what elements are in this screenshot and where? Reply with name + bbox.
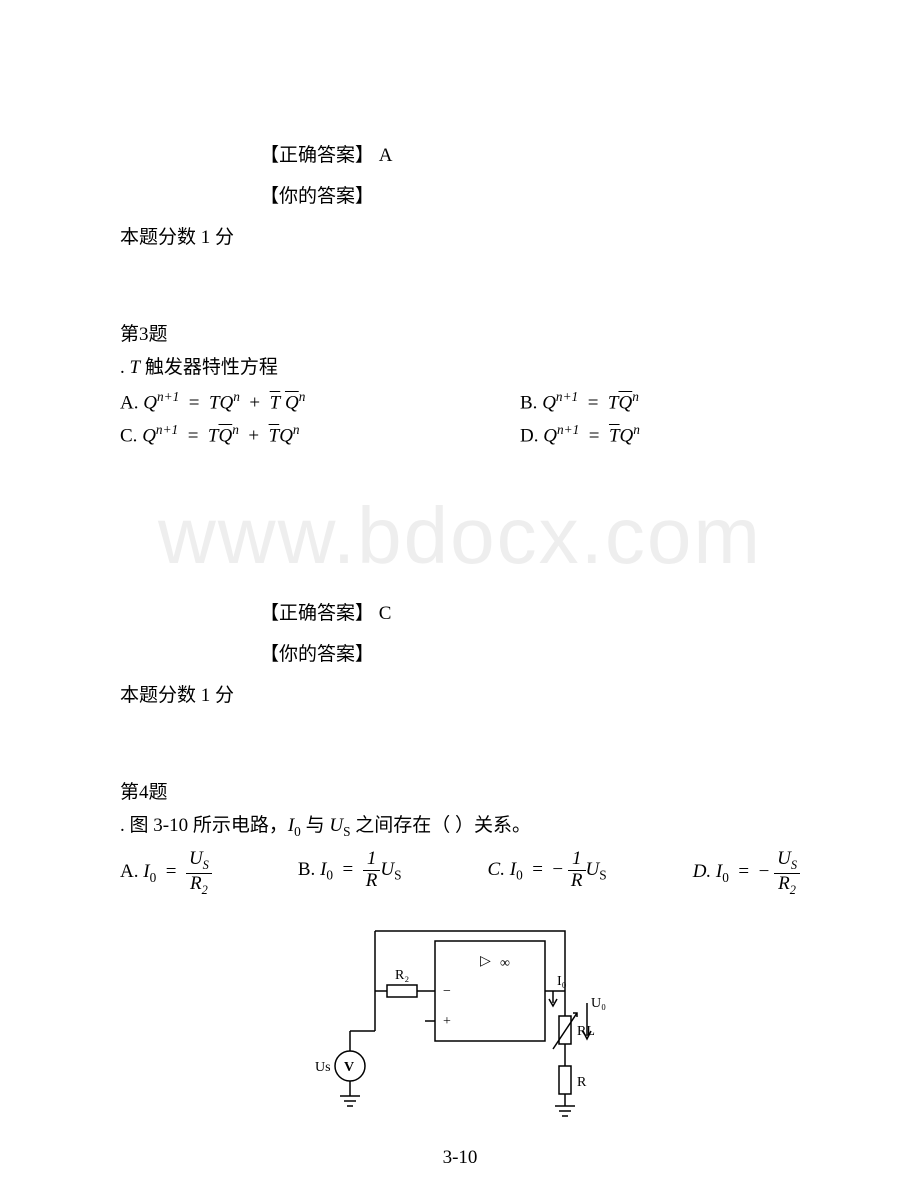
q3-score-line: 本题分数 1 分 — [120, 680, 800, 707]
correct-answer-value: C — [379, 603, 392, 624]
q3-option-a: A. Qn+1 = TQn + T Qn — [120, 389, 400, 414]
label-inf: ∞ — [500, 956, 510, 971]
option-label: B. — [520, 392, 537, 413]
q4-option-a: A. I0 = USR2 — [120, 849, 212, 897]
label-v: V — [344, 1060, 354, 1075]
q4-option-d: D. I0 = − USR2 — [693, 849, 800, 897]
q3-header: 第3题 — [120, 319, 800, 346]
label-rl: RL — [577, 1024, 595, 1039]
q3-block: 第3题 . T 触发器特性方程 A. Qn+1 = TQn + T Qn B. … — [120, 319, 800, 707]
q4-figure-label: 3-10 — [120, 1147, 800, 1169]
q4-option-b: B. I0 = 1RUS — [298, 849, 402, 897]
q3-options: A. Qn+1 = TQn + T Qn B. Qn+1 = TQn C. Qn… — [120, 389, 800, 448]
option-label: D. — [693, 862, 711, 883]
q3-stem-text: 触发器特性方程 — [145, 357, 278, 378]
label-us: Us — [315, 1060, 331, 1075]
your-answer-line: 【你的答案】 — [260, 639, 800, 666]
q4-stem-t3: 与 — [301, 815, 330, 836]
option-label: B. — [298, 859, 315, 880]
label-u0: U₀ — [591, 996, 606, 1011]
q4-stem-prefix: . — [120, 815, 125, 836]
label-minus: − — [443, 984, 451, 999]
q2-answer-block: 【正确答案】 A 【你的答案】 — [120, 140, 800, 208]
correct-answer-label: 【正确答案】 — [260, 145, 374, 166]
page-content: 【正确答案】 A 【你的答案】 本题分数 1 分 第3题 . T 触发器特性方程… — [120, 140, 800, 1169]
q3-stem: . T 触发器特性方程 — [120, 352, 800, 379]
q3-option-b: B. Qn+1 = TQn — [520, 389, 800, 414]
option-label: C. — [120, 426, 137, 447]
label-tri: ▷ — [480, 954, 491, 969]
correct-answer-label: 【正确答案】 — [260, 603, 374, 624]
q3-answer-block: 【正确答案】 C 【你的答案】 — [120, 598, 800, 666]
label-plus: + — [443, 1014, 451, 1029]
q4-diagram-wrap: R₂ − + ▷ ∞ Us V I₀ U₀ RL R 3-10 — [120, 921, 800, 1169]
q4-options: A. I0 = USR2 B. I0 = 1RUS C. I0 = − 1RUS… — [120, 849, 800, 897]
q4-header: 第4题 — [120, 777, 800, 804]
option-label: A. — [120, 862, 138, 883]
q4-block: 第4题 . 图 3-10 所示电路，I0 与 US 之间存在（ ）关系。 A. … — [120, 777, 800, 1170]
q4-stem: . 图 3-10 所示电路，I0 与 US 之间存在（ ）关系。 — [120, 810, 800, 840]
q3-option-d: D. Qn+1 = TQn — [520, 422, 800, 447]
option-label: A. — [120, 392, 138, 413]
label-r: R — [577, 1075, 587, 1090]
option-label: D. — [520, 426, 538, 447]
q4-stem-t5: 之间存在（ ）关系。 — [350, 815, 531, 836]
label-r2: R₂ — [395, 968, 409, 983]
q4-option-c: C. I0 = − 1RUS — [488, 849, 607, 897]
correct-answer-line: 【正确答案】 A — [260, 140, 800, 167]
your-answer-label: 【你的答案】 — [260, 186, 374, 207]
option-label: C. — [488, 859, 505, 880]
correct-answer-line: 【正确答案】 C — [260, 598, 800, 625]
your-answer-line: 【你的答案】 — [260, 181, 800, 208]
q2-score-line: 本题分数 1 分 — [120, 222, 800, 249]
correct-answer-value: A — [379, 145, 393, 166]
q3-option-c: C. Qn+1 = TQn + TQn — [120, 422, 400, 447]
q4-stem-t1: 图 3-10 所示电路， — [130, 815, 288, 836]
your-answer-label: 【你的答案】 — [260, 644, 374, 665]
q4-circuit-diagram: R₂ − + ▷ ∞ Us V I₀ U₀ RL R — [295, 921, 625, 1131]
q3-stem-prefix: . — [120, 357, 125, 378]
label-i0: I₀ — [557, 974, 567, 989]
